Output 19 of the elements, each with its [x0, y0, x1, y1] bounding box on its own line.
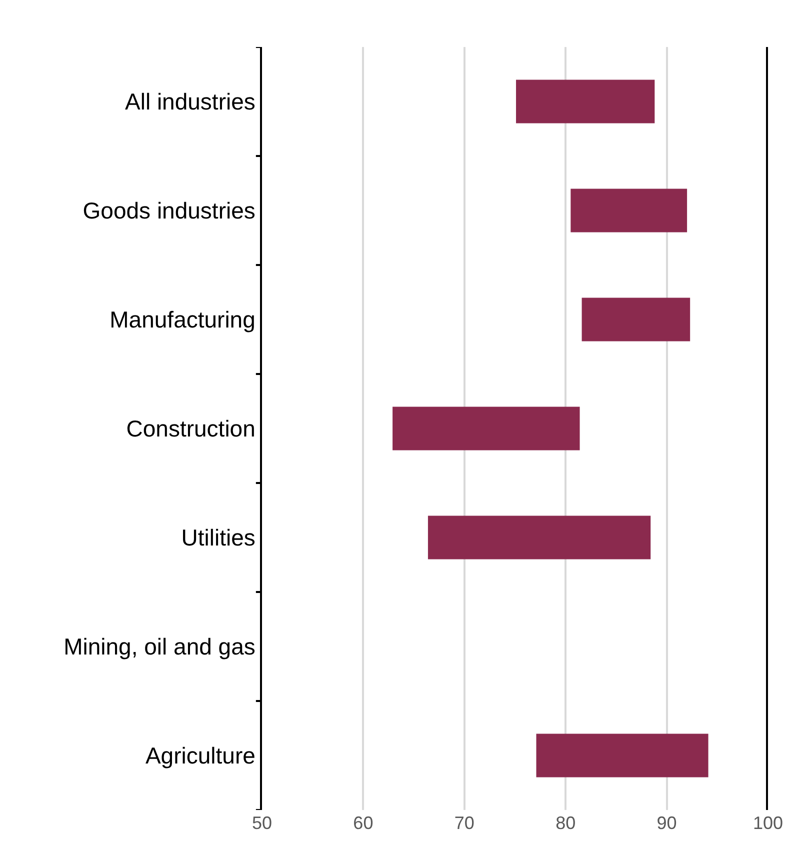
- x-tick-label: 70: [454, 813, 474, 833]
- y-tick-label: Construction: [126, 416, 256, 442]
- y-tick-label: Utilities: [181, 524, 256, 551]
- x-tick-label: 60: [353, 813, 374, 833]
- y-tick-label: Mining, oil and gas: [64, 634, 256, 660]
- bar: [570, 188, 688, 232]
- y-tick-label: All industries: [125, 88, 256, 115]
- bar: [392, 406, 580, 450]
- y-tick-label: Goods industries: [82, 198, 256, 224]
- x-tick-label: 80: [556, 813, 576, 833]
- y-tick-label: Agriculture: [145, 742, 256, 769]
- x-tick-label: 100: [752, 813, 784, 833]
- y-tick-label: Manufacturing: [110, 306, 256, 333]
- x-tick-label: 90: [656, 813, 677, 833]
- bar: [582, 298, 690, 342]
- bar: [428, 516, 651, 560]
- x-tick-label: 50: [252, 813, 272, 833]
- bar: [536, 734, 708, 778]
- bar: [516, 80, 655, 124]
